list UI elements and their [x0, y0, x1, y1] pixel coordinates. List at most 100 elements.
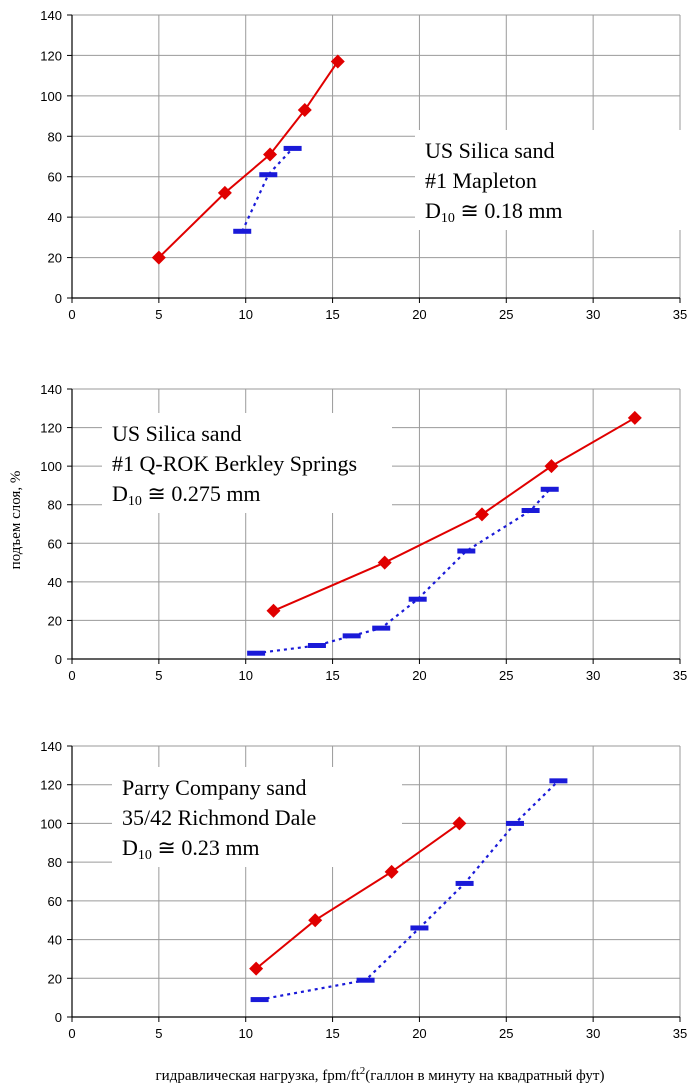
y-tick-label: 120	[40, 778, 62, 793]
x-tick-label: 0	[68, 307, 75, 322]
x-tick-label: 30	[586, 307, 600, 322]
data-point	[266, 603, 281, 618]
x-tick-label: 15	[325, 307, 339, 322]
annotation-line-3: D10 ≅ 0.23 mm	[122, 835, 260, 863]
data-point	[249, 961, 264, 976]
x-tick-label: 0	[68, 668, 75, 683]
y-axis-title: подъем слоя, %	[8, 471, 24, 570]
data-point	[455, 880, 474, 886]
x-tick-label: 20	[412, 668, 426, 683]
y-tick-label: 100	[40, 816, 62, 831]
x-axis-title-sup: 2	[360, 1065, 366, 1077]
y-tick-label: 80	[48, 855, 62, 870]
annotation-line-1: US Silica sand	[112, 421, 242, 446]
x-tick-label: 5	[155, 668, 162, 683]
data-point	[540, 486, 559, 492]
y-tick-label: 140	[40, 382, 62, 397]
annotation-line-2: #1 Q-ROK Berkley Springs	[112, 451, 357, 476]
annotation-line-3: D10 ≅ 0.18 mm	[425, 198, 563, 226]
data-point	[627, 410, 642, 425]
x-tick-label: 35	[673, 307, 687, 322]
data-point	[549, 778, 568, 784]
chart-panel-1: 0 5 10 15 20 25 30 35 0 20 40 60 80 100 120 140 US Silic…	[40, 8, 700, 322]
y-tick-label: 60	[48, 170, 62, 185]
x-tick-label: 35	[673, 668, 687, 683]
x-axis-title-rest: (галлон в минуту на квадратный фут)	[365, 1068, 604, 1084]
data-point	[408, 596, 427, 602]
x-tick-label: 15	[325, 1026, 339, 1041]
y-tick-label: 100	[40, 89, 62, 104]
y-tick-label: 120	[40, 48, 62, 63]
annotation-line-1: Parry Company sand	[122, 775, 307, 800]
data-point	[151, 250, 166, 265]
x-tick-label: 30	[586, 1026, 600, 1041]
data-point	[384, 864, 399, 879]
data-point	[297, 103, 312, 118]
x-tick-label: 30	[586, 668, 600, 683]
y-tick-label: 20	[48, 971, 62, 986]
x-tick-label: 25	[499, 1026, 513, 1041]
data-point	[247, 650, 266, 656]
x-tick-label: 25	[499, 668, 513, 683]
annotation-box	[415, 130, 700, 230]
annotation-box	[102, 413, 392, 513]
x-tick-label: 0	[68, 1026, 75, 1041]
data-point	[521, 508, 540, 513]
data-point	[342, 633, 361, 639]
x-tick-label: 5	[155, 307, 162, 322]
x-axis-title-main: гидравлическая нагрузка, fpm/ft	[156, 1068, 361, 1084]
y-tick-label: 40	[48, 210, 62, 225]
y-tick-label: 80	[48, 498, 62, 513]
data-point	[307, 643, 326, 648]
annotation-line-3: D10 ≅ 0.275 mm	[112, 481, 261, 509]
data-point	[308, 913, 323, 928]
y-tick-label: 40	[48, 933, 62, 948]
x-tick-label: 35	[673, 1026, 687, 1041]
data-point	[452, 816, 467, 831]
x-tick-label: 10	[238, 668, 252, 683]
y-tick-label: 0	[55, 652, 62, 667]
data-point	[250, 997, 269, 1003]
x-tick-label: 25	[499, 307, 513, 322]
x-tick-label: 5	[155, 1026, 162, 1041]
y-tick-label: 60	[48, 536, 62, 551]
y-tick-label: 20	[48, 613, 62, 628]
x-tick-label: 10	[238, 1026, 252, 1041]
data-point	[505, 820, 524, 826]
data-point	[377, 555, 392, 570]
series-line-1	[255, 822, 460, 970]
chart-panel-3: 0 5 10 15 20 25 30 35 0 20 40 60 80 100 120 140 Parry Co…	[40, 739, 687, 1041]
annotation-line-2: #1 Mapleton	[425, 168, 537, 193]
series-line-1	[158, 60, 339, 259]
data-point	[283, 145, 302, 151]
annotation-line-1: US Silica sand	[425, 138, 555, 163]
data-point	[259, 172, 278, 178]
y-tick-label: 120	[40, 421, 62, 436]
chart-panel-2: 0 5 10 15 20 25 30 35 0 20 40 60 80 100 120 140 US Silic…	[40, 382, 687, 683]
annotation-box	[112, 767, 402, 867]
series-line-2	[255, 488, 551, 655]
y-tick-label: 140	[40, 739, 62, 754]
x-tick-label: 10	[238, 307, 252, 322]
data-point	[410, 925, 429, 931]
y-tick-label: 40	[48, 575, 62, 590]
data-point	[457, 548, 476, 554]
data-point	[372, 625, 391, 631]
data-point	[263, 147, 278, 162]
series-line-2	[241, 147, 294, 232]
y-tick-label: 80	[48, 129, 62, 144]
x-axis-title: гидравлическая нагрузка, fpm/ft2(галлон …	[156, 1065, 605, 1084]
y-tick-label: 100	[40, 459, 62, 474]
data-point	[544, 459, 559, 474]
y-tick-label: 60	[48, 894, 62, 909]
y-tick-label: 20	[48, 251, 62, 266]
data-point	[474, 507, 489, 522]
x-tick-label: 20	[412, 1026, 426, 1041]
data-point	[233, 228, 252, 234]
y-tick-label: 0	[55, 291, 62, 306]
data-point	[330, 54, 345, 69]
data-point	[217, 185, 232, 200]
y-tick-label: 0	[55, 1010, 62, 1025]
data-point	[356, 977, 375, 983]
